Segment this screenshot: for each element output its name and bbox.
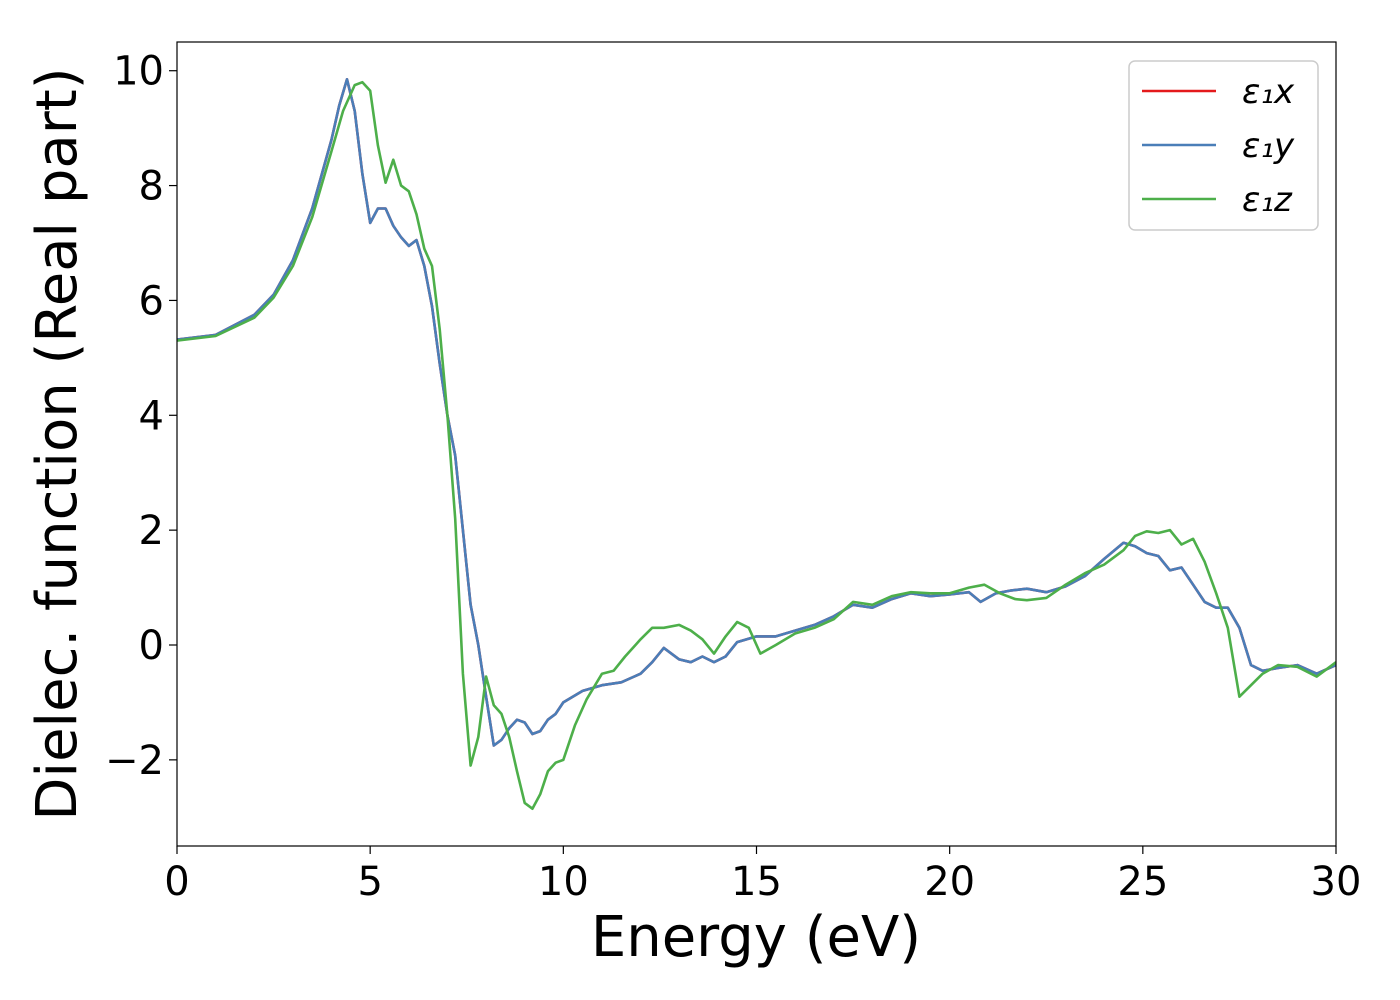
x-tick-label: 15 bbox=[731, 859, 782, 905]
y-tick-label: 2 bbox=[139, 508, 164, 554]
y-axis: −2 0 2 4 6 8 10 bbox=[105, 49, 177, 784]
x-tick-label: 5 bbox=[357, 859, 382, 905]
y-tick-label: −2 bbox=[105, 738, 164, 784]
x-tick-label: 0 bbox=[164, 859, 189, 905]
x-axis: 0 5 10 15 20 25 30 bbox=[164, 846, 1361, 905]
y-tick-label: 6 bbox=[139, 278, 164, 324]
series-line-3 bbox=[177, 80, 1336, 810]
legend-box bbox=[1128, 60, 1319, 231]
x-tick-label: 10 bbox=[538, 859, 589, 905]
x-tick-label: 20 bbox=[924, 859, 975, 905]
y-tick-label: 4 bbox=[139, 393, 164, 439]
x-axis-label: Energy (eV) bbox=[591, 905, 921, 970]
series-line-2 bbox=[177, 78, 1336, 747]
y-tick-label: 0 bbox=[139, 623, 164, 669]
legend-label: ε₁z bbox=[1242, 180, 1293, 220]
x-tick-label: 30 bbox=[1311, 859, 1362, 905]
y-tick-label: 10 bbox=[113, 49, 164, 95]
legend: ε₁x ε₁y ε₁z bbox=[1128, 60, 1319, 231]
x-tick-label: 25 bbox=[1117, 859, 1168, 905]
y-tick-label: 8 bbox=[139, 164, 164, 210]
legend-label: ε₁y bbox=[1242, 126, 1295, 166]
series-layer bbox=[177, 78, 1336, 810]
legend-label: ε₁x bbox=[1242, 72, 1295, 112]
y-axis-label: Dielec. function (Real part) bbox=[25, 67, 90, 820]
